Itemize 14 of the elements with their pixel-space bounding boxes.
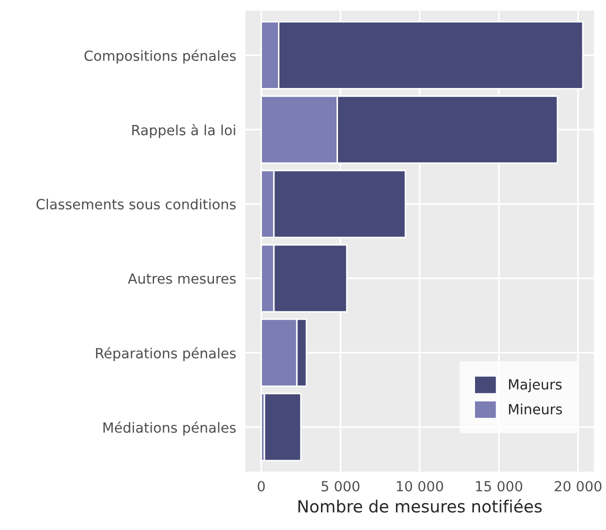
legend-label: Mineurs: [509, 404, 562, 414]
y-tick-label: Compositions pénales: [84, 50, 236, 64]
y-tick-label: Réparations pénales: [96, 347, 236, 362]
x-tick-label: 0: [258, 480, 265, 492]
y-tick-label: Rappels à la loi: [132, 124, 236, 138]
y-tick-label: Médiations pénales: [103, 422, 236, 436]
x-axis-title: Nombre de mesures notifiées: [298, 499, 542, 513]
x-tick-label: 20 000: [554, 480, 602, 492]
x-tick-label: 15 000: [476, 480, 522, 492]
y-tick-label: Autres mesures: [128, 273, 236, 284]
x-tick-label: 10 000: [396, 480, 444, 492]
legend-label: Majeurs: [509, 378, 562, 392]
y-tick-label: Classements sous conditions: [36, 198, 236, 210]
x-tick-label: 5 000: [322, 480, 360, 492]
